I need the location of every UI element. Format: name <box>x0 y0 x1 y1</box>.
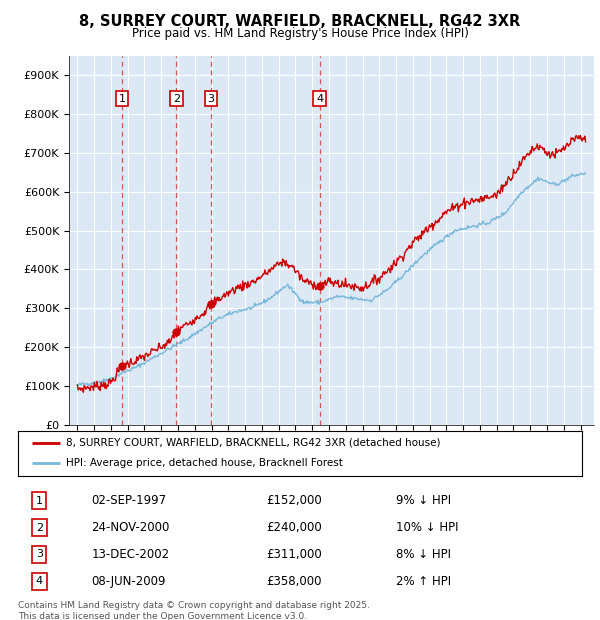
Text: 4: 4 <box>316 94 323 104</box>
Text: 8, SURREY COURT, WARFIELD, BRACKNELL, RG42 3XR: 8, SURREY COURT, WARFIELD, BRACKNELL, RG… <box>79 14 521 29</box>
Text: 9% ↓ HPI: 9% ↓ HPI <box>396 494 451 507</box>
Text: £240,000: £240,000 <box>266 521 322 534</box>
Text: 08-JUN-2009: 08-JUN-2009 <box>91 575 166 588</box>
Text: 24-NOV-2000: 24-NOV-2000 <box>91 521 170 534</box>
Text: 13-DEC-2002: 13-DEC-2002 <box>91 548 169 561</box>
Text: 8% ↓ HPI: 8% ↓ HPI <box>396 548 451 561</box>
Text: 4: 4 <box>36 576 43 587</box>
Text: 8, SURREY COURT, WARFIELD, BRACKNELL, RG42 3XR (detached house): 8, SURREY COURT, WARFIELD, BRACKNELL, RG… <box>66 438 440 448</box>
Text: Price paid vs. HM Land Registry's House Price Index (HPI): Price paid vs. HM Land Registry's House … <box>131 27 469 40</box>
Text: 2: 2 <box>173 94 180 104</box>
Text: £152,000: £152,000 <box>266 494 322 507</box>
Text: Contains HM Land Registry data © Crown copyright and database right 2025.
This d: Contains HM Land Registry data © Crown c… <box>18 601 370 620</box>
Text: 3: 3 <box>36 549 43 559</box>
Text: 1: 1 <box>119 94 125 104</box>
Text: 2% ↑ HPI: 2% ↑ HPI <box>396 575 451 588</box>
Text: £358,000: £358,000 <box>266 575 322 588</box>
Text: 1: 1 <box>36 496 43 506</box>
Text: 10% ↓ HPI: 10% ↓ HPI <box>396 521 458 534</box>
Text: 2: 2 <box>36 523 43 533</box>
Text: HPI: Average price, detached house, Bracknell Forest: HPI: Average price, detached house, Brac… <box>66 458 343 469</box>
Text: 02-SEP-1997: 02-SEP-1997 <box>91 494 166 507</box>
Text: £311,000: £311,000 <box>266 548 322 561</box>
Text: 3: 3 <box>208 94 214 104</box>
